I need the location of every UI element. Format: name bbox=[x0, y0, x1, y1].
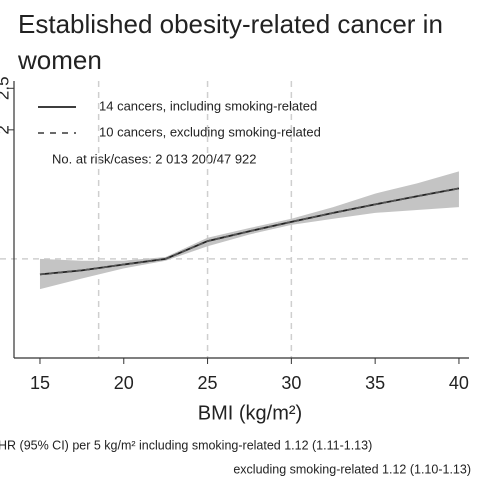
x-tick-label: 15 bbox=[30, 373, 50, 393]
confidence-band bbox=[39, 171, 459, 290]
footnote: HR (95% CI) per 5 kg/m² including smokin… bbox=[0, 438, 372, 452]
x-tick-label: 35 bbox=[365, 373, 385, 393]
annotation: No. at risk/cases: 2 013 200/47 922 bbox=[52, 151, 257, 166]
x-tick-label: 20 bbox=[114, 373, 134, 393]
footnote: excluding smoking-related 1.12 (1.10-1.1… bbox=[233, 462, 471, 476]
legend-label: 14 cancers, including smoking-related bbox=[99, 98, 317, 113]
legend-label: 10 cancers, excluding smoking-related bbox=[99, 124, 321, 139]
x-tick-label: 40 bbox=[449, 373, 469, 393]
y-tick-label: 2.5 bbox=[0, 76, 12, 100]
chart-title: Established obesity-related cancer in wo… bbox=[18, 9, 443, 75]
x-tick-label: 25 bbox=[198, 373, 218, 393]
x-tick-label: 30 bbox=[281, 373, 301, 393]
series-line bbox=[39, 187, 460, 276]
x-axis-label: BMI (kg/m²) bbox=[198, 402, 302, 424]
y-tick-label: 2 bbox=[0, 125, 12, 134]
